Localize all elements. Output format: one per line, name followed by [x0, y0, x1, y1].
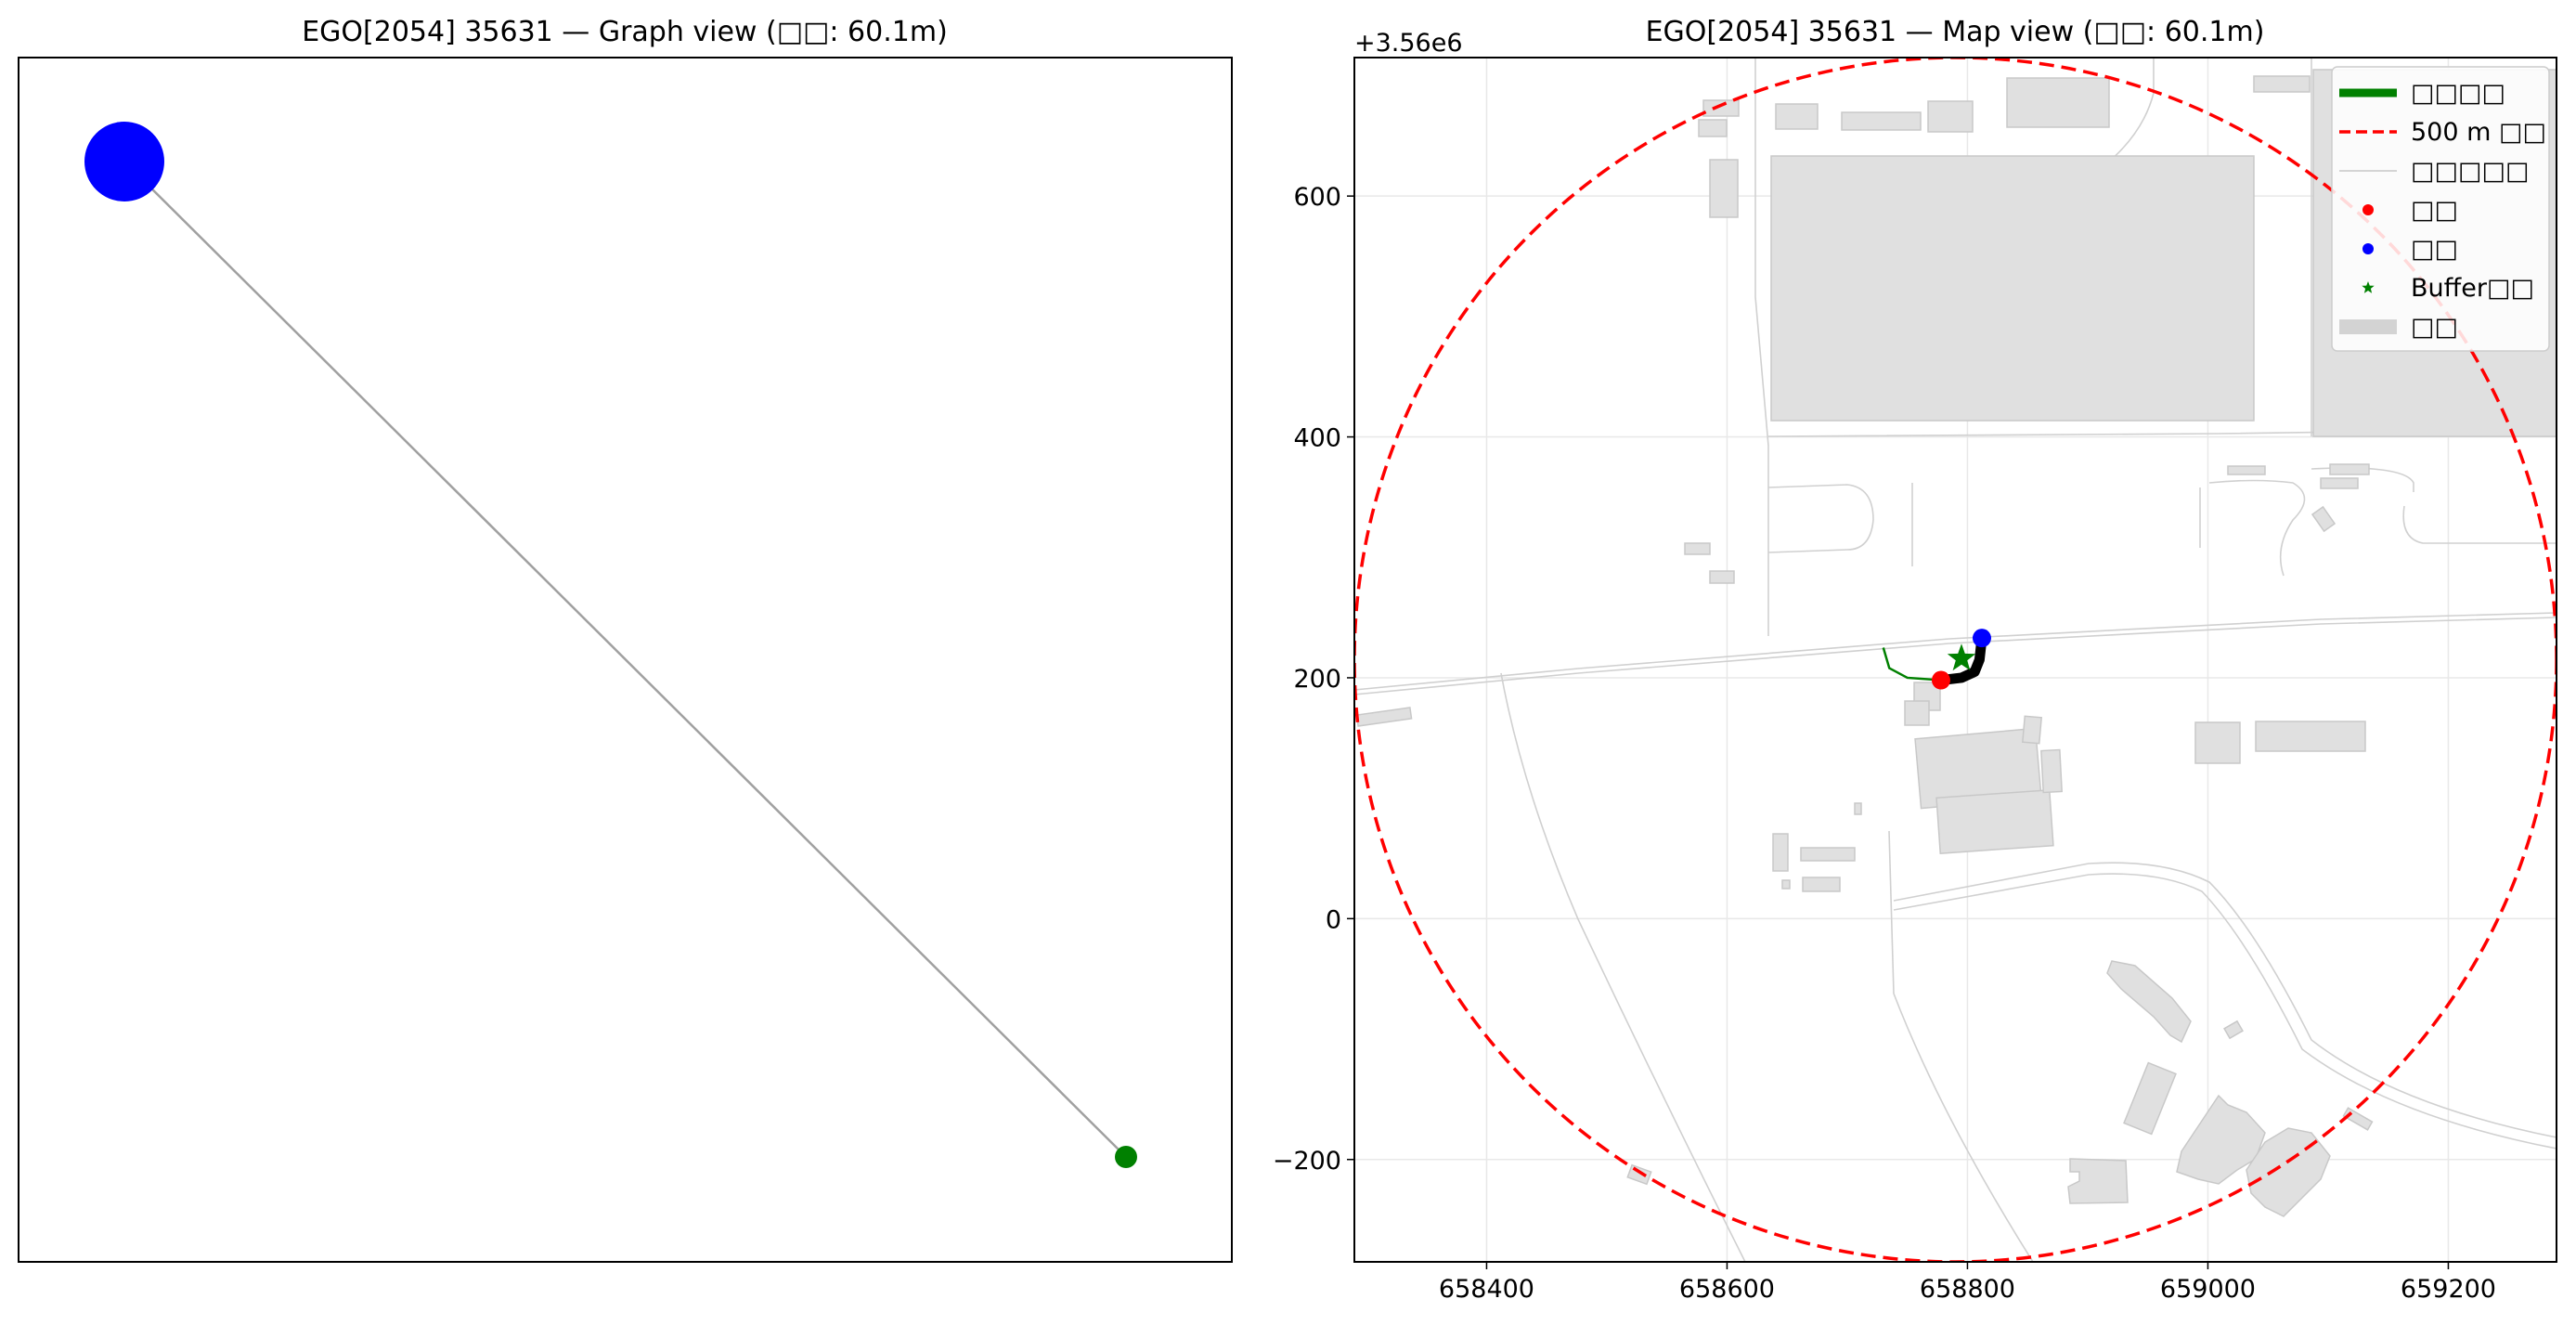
- legend-box: [2331, 66, 2550, 352]
- x-tick-label: 658600: [1679, 1275, 1775, 1304]
- x-tick-label: 658800: [1920, 1275, 2015, 1304]
- legend-label: □□□□□: [2411, 157, 2530, 186]
- buffer-center-star: [1947, 643, 1976, 671]
- map-axes-frame: [1353, 57, 2557, 1263]
- y-tick-label: 400: [1293, 424, 1341, 453]
- legend-swatch-building: [2339, 319, 2397, 334]
- legend-label: □□□□: [2411, 79, 2505, 108]
- map-legend: □□□□500 m □□□□□□□□□□□Buffer□□□□: [2331, 66, 2550, 352]
- y-offset-label: +3.56e6: [1354, 29, 1463, 58]
- legend-swatch-point: [2362, 243, 2374, 254]
- map-ticks: 658400 658600 658800 659000 659200 600 400 200 0…: [1273, 183, 2496, 1304]
- x-tick-label: 658400: [1439, 1275, 1534, 1304]
- route-line: [1935, 632, 1987, 686]
- y-tick-label: 600: [1293, 183, 1341, 212]
- map-panel: EGO[2054] 35631 — Map view (□□: 60.1m): [1273, 16, 2557, 1304]
- legend-label: □□: [2411, 313, 2458, 342]
- graph-node-blue: [84, 122, 164, 201]
- legend-label: Buffer□□: [2411, 274, 2534, 303]
- x-tick-label: 659000: [2160, 1275, 2256, 1304]
- legend-label: □□: [2411, 196, 2458, 225]
- y-tick-label: −200: [1273, 1147, 1341, 1176]
- end-point: [1972, 629, 1991, 648]
- graph-node-green: [1115, 1146, 1137, 1168]
- x-tick-label: 659200: [2401, 1275, 2496, 1304]
- legend-label: □□: [2411, 235, 2458, 264]
- start-point: [1931, 670, 1950, 690]
- green-path: [1882, 647, 1942, 682]
- legend-swatch-star: [2362, 281, 2375, 293]
- map-title: EGO[2054] 35631 — Map view (□□: 60.1m): [1646, 16, 2265, 48]
- graph-title: EGO[2054] 35631 — Graph view (□□: 60.1m): [302, 16, 948, 48]
- legend-label: 500 m □□: [2411, 118, 2546, 147]
- y-tick-label: 200: [1293, 665, 1341, 694]
- map-overlay: [1354, 58, 2557, 1262]
- y-tick-label: 0: [1326, 905, 1341, 934]
- graph-panel: EGO[2054] 35631 — Graph view (□□: 60.1m): [18, 16, 1233, 1263]
- legend-swatch-point: [2362, 204, 2374, 215]
- graph-edge: [123, 161, 1127, 1158]
